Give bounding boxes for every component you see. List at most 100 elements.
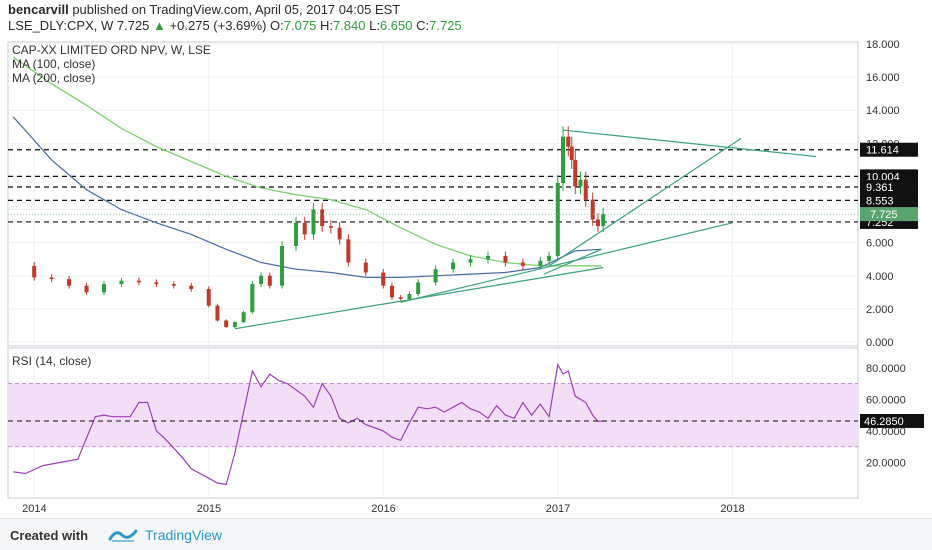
level-price-tag xyxy=(860,180,918,195)
chart-canvas[interactable]: 0.0002.0004.0006.0008.00010.00012.00014.… xyxy=(0,36,932,514)
symbol-label: LSE_DLY:CPX, W xyxy=(8,18,114,33)
price-tick-label: 6.000 xyxy=(866,238,894,250)
level-price-tag xyxy=(860,142,918,157)
trendline[interactable] xyxy=(562,129,817,158)
candle-body[interactable] xyxy=(250,284,255,313)
change-up-arrow-icon: ▲ xyxy=(153,18,166,33)
candle-body[interactable] xyxy=(206,289,211,306)
candle-body[interactable] xyxy=(189,285,194,290)
candle-body[interactable] xyxy=(520,262,525,266)
low-label: L: xyxy=(369,18,380,33)
time-tick-label: 2017 xyxy=(546,503,570,514)
ma100-legend[interactable]: MA (100, close) xyxy=(12,57,96,71)
candle-body[interactable] xyxy=(337,227,342,240)
level-price-label: 9.361 xyxy=(866,182,894,194)
time-tick-label: 2015 xyxy=(197,503,221,514)
rsi-band xyxy=(8,383,858,447)
candle-body[interactable] xyxy=(583,179,588,200)
candle-body[interactable] xyxy=(241,312,246,323)
candle-body[interactable] xyxy=(259,275,264,285)
candle-body[interactable] xyxy=(578,179,583,187)
candle-body[interactable] xyxy=(398,297,403,299)
price-tick-label: 14.000 xyxy=(866,105,900,117)
ma200-legend[interactable]: MA (200, close) xyxy=(12,71,96,85)
time-tick-label: 2018 xyxy=(720,503,744,514)
candle-body[interactable] xyxy=(561,136,566,184)
tradingview-logo-icon[interactable] xyxy=(108,527,138,543)
candle-body[interactable] xyxy=(595,219,600,227)
main-legend: CAP-XX LIMITED ORD NPV, W, LSE MA (100, … xyxy=(12,43,211,85)
tradingview-brand-link[interactable]: TradingView xyxy=(145,527,223,543)
candle-body[interactable] xyxy=(547,255,552,261)
candle-body[interactable] xyxy=(601,214,606,227)
trendline[interactable] xyxy=(548,137,742,267)
low-value: 6.650 xyxy=(379,18,413,33)
candle-body[interactable] xyxy=(566,136,571,147)
candle-body[interactable] xyxy=(84,285,89,293)
last-price-label: 7.725 xyxy=(870,209,898,221)
high-value: 7.840 xyxy=(332,18,366,33)
price-tick-label: 16.000 xyxy=(866,72,900,84)
candle-body[interactable] xyxy=(538,260,543,266)
candle-body[interactable] xyxy=(389,285,394,298)
candle-body[interactable] xyxy=(311,209,316,235)
candle-body[interactable] xyxy=(293,222,298,246)
price-tick-label: 4.000 xyxy=(866,271,894,283)
candle-body[interactable] xyxy=(569,146,574,160)
trendline[interactable] xyxy=(400,222,733,303)
rsi-tick-label: 40.0000 xyxy=(866,426,906,438)
candle-body[interactable] xyxy=(171,284,176,286)
candle-body[interactable] xyxy=(232,322,237,328)
time-tick-label: 2014 xyxy=(22,503,46,514)
candle-body[interactable] xyxy=(302,222,307,235)
author-name[interactable]: bencarvill xyxy=(8,2,69,17)
chart-area[interactable]: 0.0002.0004.0006.0008.00010.00012.00014.… xyxy=(0,36,932,514)
rsi-tick-label: 80.0000 xyxy=(866,363,906,375)
close-value: 7.725 xyxy=(429,18,462,33)
candle-body[interactable] xyxy=(590,199,595,220)
close-label: C: xyxy=(416,18,430,33)
candle-body[interactable] xyxy=(215,305,220,321)
level-price-tag xyxy=(860,193,918,208)
symbol-quote-line: LSE_DLY:CPX, W 7.725 ▲ +0.275 (+3.69%) O… xyxy=(8,18,462,33)
candle-body[interactable] xyxy=(468,259,473,263)
candle-body[interactable] xyxy=(328,226,333,228)
candle-body[interactable] xyxy=(119,280,124,285)
candle-body[interactable] xyxy=(224,320,229,328)
candle-body[interactable] xyxy=(280,245,285,286)
rsi-tick-label: 60.0000 xyxy=(866,394,906,406)
candle-body[interactable] xyxy=(433,269,438,283)
level-price-label: 11.614 xyxy=(866,145,899,157)
ma200-line[interactable] xyxy=(12,56,602,267)
candle-body[interactable] xyxy=(555,183,560,256)
candle-body[interactable] xyxy=(451,262,456,270)
price-tick-label: 18.000 xyxy=(866,39,900,51)
rsi-last-label: 46.2850 xyxy=(864,416,904,428)
candle-body[interactable] xyxy=(407,293,412,299)
candle-body[interactable] xyxy=(101,284,106,293)
candle-body[interactable] xyxy=(363,262,368,273)
high-label: H: xyxy=(319,18,333,33)
rsi-legend[interactable]: RSI (14, close) xyxy=(12,354,92,368)
published-text: published on TradingView.com, April 05, … xyxy=(72,2,401,17)
candle-body[interactable] xyxy=(503,255,508,263)
candle-body[interactable] xyxy=(381,272,386,286)
trendline[interactable] xyxy=(543,248,602,275)
ma100-line[interactable] xyxy=(12,116,602,278)
candle-body[interactable] xyxy=(154,282,159,285)
candle-body[interactable] xyxy=(320,209,325,227)
candle-body[interactable] xyxy=(67,279,72,286)
candle-body[interactable] xyxy=(32,265,37,278)
candle-body[interactable] xyxy=(267,275,272,286)
level-price-label: 8.553 xyxy=(866,195,894,207)
last-price: 7.725 xyxy=(116,18,150,33)
candle-body[interactable] xyxy=(136,280,141,283)
candle-body[interactable] xyxy=(346,239,351,263)
candle-body[interactable] xyxy=(49,277,54,280)
candle-body[interactable] xyxy=(485,255,490,260)
candle-body[interactable] xyxy=(573,159,578,187)
chart-header: bencarvill published on TradingView.com,… xyxy=(8,0,928,38)
candle-body[interactable] xyxy=(416,282,421,294)
open-value: 7.075 xyxy=(283,18,317,33)
series-title: CAP-XX LIMITED ORD NPV, W, LSE xyxy=(12,43,211,57)
